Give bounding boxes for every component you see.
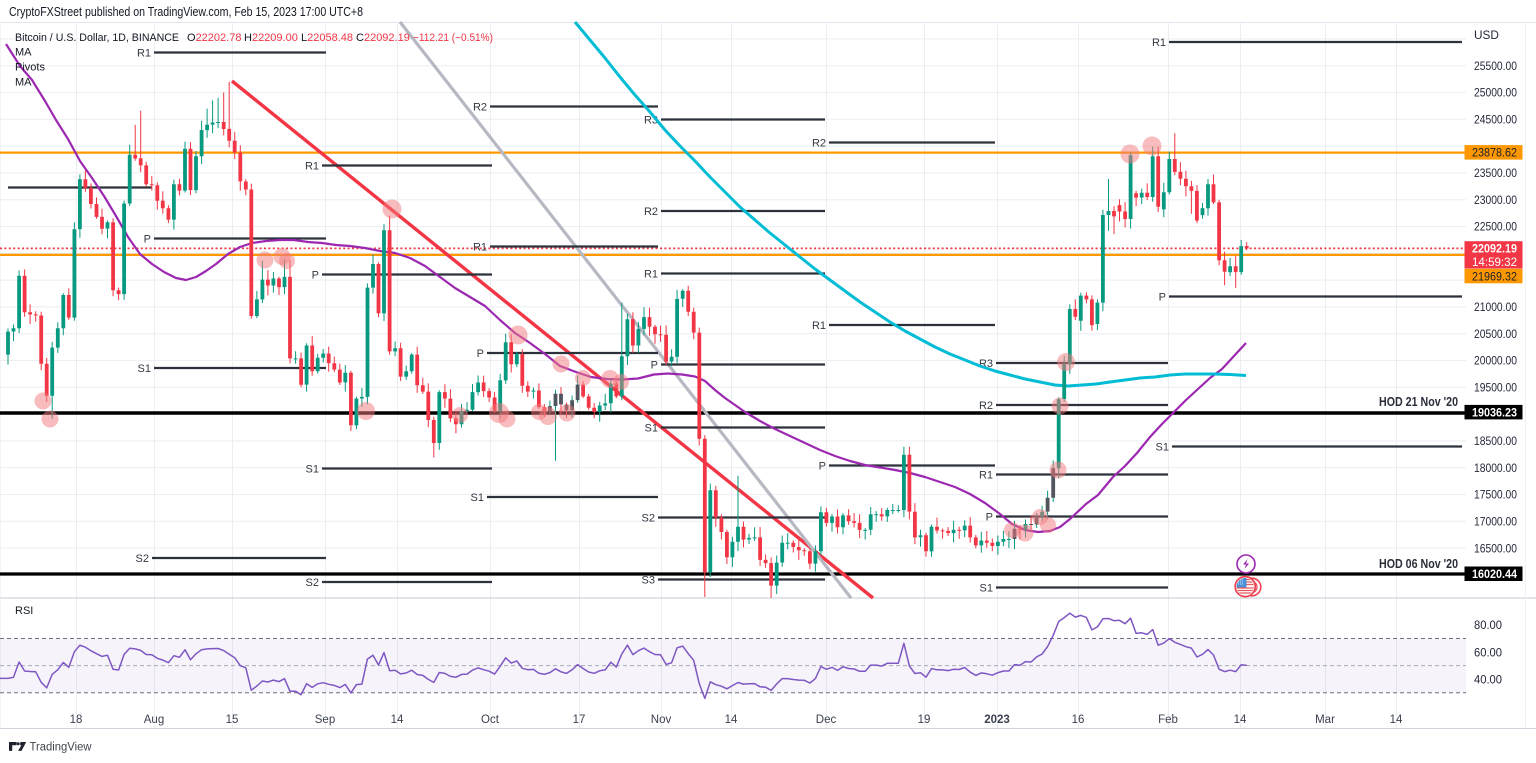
svg-text:P: P bbox=[651, 360, 658, 372]
svg-text:22092.19: 22092.19 bbox=[1472, 242, 1517, 256]
svg-text:19036.23: 19036.23 bbox=[1472, 406, 1517, 420]
svg-text:S1: S1 bbox=[306, 464, 319, 476]
svg-text:14: 14 bbox=[1234, 714, 1247, 726]
svg-text:19: 19 bbox=[918, 714, 931, 726]
svg-text:23000.00: 23000.00 bbox=[1474, 193, 1517, 207]
svg-text:HOD 06 Nov '20: HOD 06 Nov '20 bbox=[1379, 557, 1458, 571]
svg-text:23878.62: 23878.62 bbox=[1472, 146, 1517, 160]
svg-text:24500.00: 24500.00 bbox=[1474, 113, 1517, 127]
svg-text:R2: R2 bbox=[812, 138, 826, 150]
svg-text:CryptoFXStreet published on Tr: CryptoFXStreet published on TradingView.… bbox=[9, 5, 363, 19]
svg-text:15: 15 bbox=[226, 714, 239, 726]
svg-text:17500.00: 17500.00 bbox=[1474, 488, 1517, 502]
svg-text:P: P bbox=[144, 234, 151, 246]
svg-text:Bitcoin / U.S. Dollar, 1D, BIN: Bitcoin / U.S. Dollar, 1D, BINANCE bbox=[15, 32, 179, 44]
svg-text:2023: 2023 bbox=[984, 714, 1010, 726]
svg-text:S1: S1 bbox=[471, 492, 484, 504]
svg-text:S3: S3 bbox=[642, 575, 655, 587]
svg-text:40.00: 40.00 bbox=[1474, 672, 1502, 686]
svg-text:20000.00: 20000.00 bbox=[1474, 354, 1517, 368]
svg-text:14: 14 bbox=[1390, 714, 1403, 726]
svg-text:25500.00: 25500.00 bbox=[1474, 59, 1517, 73]
svg-text:16020.44: 16020.44 bbox=[1472, 567, 1517, 581]
svg-text:R2: R2 bbox=[473, 102, 487, 114]
svg-text:P: P bbox=[312, 270, 319, 282]
svg-text:P: P bbox=[819, 461, 826, 473]
svg-text:R1: R1 bbox=[1152, 37, 1166, 49]
svg-text:25000.00: 25000.00 bbox=[1474, 86, 1517, 100]
svg-text:S2: S2 bbox=[306, 577, 319, 589]
svg-text:16: 16 bbox=[1072, 714, 1085, 726]
svg-text:P: P bbox=[477, 348, 484, 360]
svg-text:R1: R1 bbox=[473, 242, 487, 254]
svg-text:RSI: RSI bbox=[15, 605, 33, 617]
svg-text:80.00: 80.00 bbox=[1474, 618, 1502, 632]
svg-text:USD: USD bbox=[1474, 28, 1499, 42]
svg-text:HOD 21 Nov '20: HOD 21 Nov '20 bbox=[1379, 395, 1458, 409]
svg-text:R1: R1 bbox=[979, 470, 993, 482]
svg-text:60.00: 60.00 bbox=[1474, 645, 1502, 659]
svg-text:H22209.00: H22209.00 bbox=[244, 32, 298, 44]
svg-text:−112.21 (−0.51%): −112.21 (−0.51%) bbox=[413, 32, 493, 44]
svg-text:Oct: Oct bbox=[481, 714, 500, 726]
svg-text:TradingView: TradingView bbox=[30, 742, 93, 754]
svg-text:19500.00: 19500.00 bbox=[1474, 381, 1517, 395]
svg-text:18000.00: 18000.00 bbox=[1474, 461, 1517, 475]
svg-text:R1: R1 bbox=[305, 161, 319, 173]
svg-text:C22092.19: C22092.19 bbox=[356, 32, 410, 44]
svg-text:17: 17 bbox=[573, 714, 586, 726]
svg-text:14: 14 bbox=[391, 714, 404, 726]
svg-text:R1: R1 bbox=[644, 269, 658, 281]
svg-text:S1: S1 bbox=[980, 583, 993, 595]
svg-text:21969.32: 21969.32 bbox=[1472, 269, 1517, 283]
svg-text:17000.00: 17000.00 bbox=[1474, 515, 1517, 529]
svg-text:L22058.48: L22058.48 bbox=[301, 32, 353, 44]
svg-text:18500.00: 18500.00 bbox=[1474, 434, 1517, 448]
svg-text:18: 18 bbox=[70, 714, 83, 726]
svg-text:Nov: Nov bbox=[651, 714, 672, 726]
svg-text:R1: R1 bbox=[137, 48, 151, 60]
svg-text:16500.00: 16500.00 bbox=[1474, 541, 1517, 555]
svg-text:R2: R2 bbox=[979, 400, 993, 412]
svg-text:Pivots: Pivots bbox=[15, 62, 45, 74]
svg-text:O22202.78: O22202.78 bbox=[187, 32, 241, 44]
svg-text:22500.00: 22500.00 bbox=[1474, 220, 1517, 234]
svg-text:Dec: Dec bbox=[816, 714, 837, 726]
svg-text:Feb: Feb bbox=[1158, 714, 1178, 726]
svg-text:MA: MA bbox=[15, 47, 32, 59]
svg-text:S1: S1 bbox=[138, 363, 151, 375]
svg-text:Mar: Mar bbox=[1315, 714, 1335, 726]
svg-text:R1: R1 bbox=[812, 320, 826, 332]
svg-text:S1: S1 bbox=[1156, 442, 1169, 454]
svg-text:Sep: Sep bbox=[315, 714, 335, 726]
svg-text:S1: S1 bbox=[645, 423, 658, 435]
svg-text:20500.00: 20500.00 bbox=[1474, 327, 1517, 341]
svg-text:14: 14 bbox=[725, 714, 738, 726]
svg-text:Aug: Aug bbox=[144, 714, 164, 726]
svg-text:S2: S2 bbox=[136, 553, 149, 565]
svg-text:P: P bbox=[1159, 292, 1166, 304]
svg-text:21000.00: 21000.00 bbox=[1474, 300, 1517, 314]
svg-text:S2: S2 bbox=[642, 513, 655, 525]
svg-text:MA: MA bbox=[15, 77, 32, 89]
svg-text:14:59:32: 14:59:32 bbox=[1472, 255, 1517, 269]
svg-text:23500.00: 23500.00 bbox=[1474, 166, 1517, 180]
svg-text:P: P bbox=[986, 512, 993, 524]
svg-text:R2: R2 bbox=[644, 206, 658, 218]
